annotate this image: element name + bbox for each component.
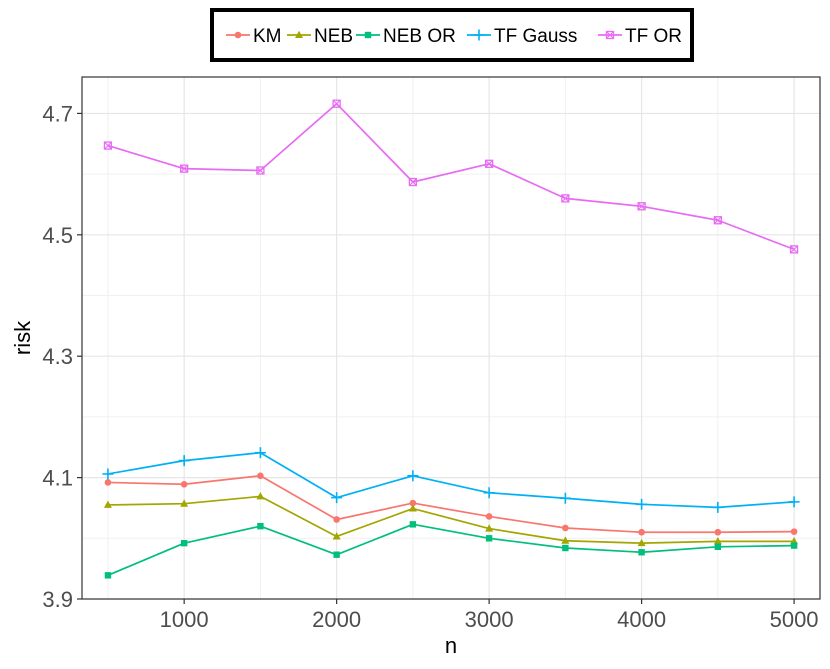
y-tick-label: 4.1 bbox=[42, 466, 73, 491]
x-tick-label: 5000 bbox=[770, 607, 819, 632]
data-point-tf-or bbox=[180, 164, 189, 173]
data-point-neb-or bbox=[104, 572, 112, 579]
series-neb-or bbox=[104, 521, 798, 579]
data-point-tf-gauss bbox=[788, 496, 800, 508]
data-point-neb-or bbox=[180, 539, 188, 547]
data-point-neb bbox=[408, 504, 417, 512]
y-tick-label: 4.5 bbox=[42, 223, 73, 248]
y-tick-label: 4.7 bbox=[42, 101, 73, 126]
data-point-tf-or bbox=[332, 99, 341, 108]
data-point-tf-or bbox=[484, 159, 494, 168]
y-axis-label: risk bbox=[10, 320, 35, 355]
grid bbox=[82, 77, 820, 600]
data-point-tf-gauss bbox=[102, 468, 114, 480]
data-point-tf-gauss bbox=[331, 492, 343, 504]
legend-key-marker bbox=[364, 31, 372, 39]
x-tick-label: 2000 bbox=[312, 607, 361, 632]
data-point-km bbox=[409, 499, 417, 507]
legend-label: KM bbox=[253, 26, 282, 47]
legend-item-tf-gauss: TF Gauss bbox=[467, 26, 577, 47]
data-point-neb bbox=[485, 524, 494, 532]
legend-label: TF OR bbox=[625, 26, 682, 47]
x-tick-label: 3000 bbox=[465, 607, 514, 632]
x-tick-label: 4000 bbox=[617, 607, 666, 632]
legend-item-km: KM bbox=[226, 26, 282, 47]
data-point-tf-gauss bbox=[636, 498, 648, 510]
data-point-neb bbox=[180, 499, 189, 507]
data-point-km bbox=[257, 472, 264, 480]
series bbox=[102, 99, 800, 579]
legend-item-neb-or: NEB OR bbox=[356, 26, 456, 47]
series-line-neb bbox=[107, 495, 795, 545]
legend-key-marker bbox=[473, 29, 485, 41]
data-point-tf-or bbox=[408, 177, 418, 187]
y-tick-label: 4.3 bbox=[42, 344, 73, 369]
data-point-neb-or bbox=[562, 544, 569, 552]
legend-label: TF Gauss bbox=[494, 26, 577, 47]
data-point-neb-or bbox=[638, 549, 645, 556]
legend-key-marker bbox=[605, 30, 615, 40]
data-point-tf-or bbox=[789, 245, 799, 254]
legend-item-neb: NEB bbox=[287, 26, 353, 47]
data-point-neb bbox=[103, 500, 112, 508]
series-line-neb-or bbox=[107, 523, 795, 577]
data-point-km bbox=[180, 480, 188, 488]
data-point-neb bbox=[637, 538, 646, 547]
legend-key-marker bbox=[234, 31, 242, 39]
panel-background bbox=[82, 77, 820, 599]
series-line-tf-gauss bbox=[107, 451, 795, 509]
data-point-tf-gauss bbox=[483, 487, 495, 499]
data-point-km bbox=[638, 528, 645, 536]
data-point-tf-gauss bbox=[407, 470, 419, 482]
data-point-tf-gauss bbox=[712, 501, 724, 513]
series-tf-or bbox=[103, 99, 799, 254]
data-point-km bbox=[485, 513, 493, 520]
panel-border bbox=[81, 76, 821, 600]
series-km bbox=[104, 472, 798, 536]
series-line-tf-or bbox=[107, 102, 795, 251]
legend-key-marker bbox=[295, 30, 303, 38]
legend-label: NEB bbox=[314, 26, 353, 47]
data-point-tf-or bbox=[256, 166, 265, 175]
legend: KM NEB NEB OR TF Gauss TF OR bbox=[210, 8, 694, 62]
x-tick-label: 1000 bbox=[160, 607, 209, 632]
data-point-neb-or bbox=[485, 535, 493, 542]
series-tf-gauss bbox=[102, 447, 800, 513]
data-point-tf-or bbox=[103, 141, 113, 150]
data-point-neb bbox=[713, 537, 722, 545]
series-line-km bbox=[107, 474, 795, 534]
data-point-tf-gauss bbox=[559, 492, 571, 504]
data-point-tf-gauss bbox=[254, 447, 266, 459]
data-point-tf-or bbox=[561, 194, 570, 203]
x-axis-label: n bbox=[445, 633, 457, 658]
data-point-km bbox=[562, 524, 569, 532]
data-point-km bbox=[333, 516, 340, 523]
data-point-neb-or bbox=[714, 543, 722, 550]
data-point-neb-or bbox=[790, 542, 798, 549]
axes: 3.9 4.1 4.3 4.5 4.7 1000 2000 3000 4000 5000 bbox=[42, 101, 818, 632]
legend-label: NEB OR bbox=[383, 26, 456, 47]
data-point-neb-or bbox=[409, 521, 417, 528]
y-tick-label: 3.9 bbox=[42, 587, 73, 612]
data-point-km bbox=[790, 528, 798, 535]
data-point-km bbox=[104, 479, 112, 486]
data-point-neb-or bbox=[257, 522, 264, 530]
data-point-tf-or bbox=[637, 202, 646, 211]
data-point-neb bbox=[256, 492, 265, 500]
legend-item-tf-or: TF OR bbox=[598, 26, 682, 47]
data-point-km bbox=[714, 528, 722, 536]
data-point-neb-or bbox=[333, 551, 340, 558]
data-point-tf-or bbox=[713, 216, 722, 225]
data-point-neb bbox=[332, 532, 341, 540]
data-point-tf-gauss bbox=[178, 455, 190, 467]
data-point-neb bbox=[561, 536, 570, 544]
